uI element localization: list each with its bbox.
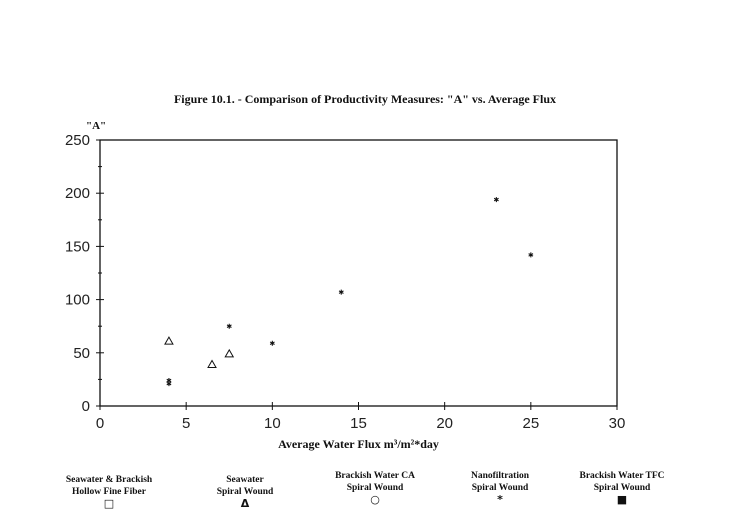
triangle-point	[207, 359, 217, 369]
asterisk-point	[226, 323, 232, 329]
asterisk-point	[493, 197, 499, 203]
legend-label: Spiral Wound	[593, 483, 651, 493]
legend-item-brackish-ca: Brackish Water CA Spiral Wound ○	[316, 470, 434, 506]
asterisk-point	[338, 289, 344, 295]
legend-label: Hollow Fine Fiber	[72, 487, 146, 497]
x-tick-label: 15	[350, 415, 367, 432]
x-tick-label: 0	[96, 415, 104, 432]
triangle-point	[224, 348, 235, 358]
legend-item-nanofiltration: Nanofiltration Spiral Wound *	[441, 470, 559, 506]
triangle-point	[164, 336, 174, 345]
y-axis-label: "A"	[86, 120, 107, 132]
y-tick-label: 0	[82, 398, 90, 415]
chart-title: Figure 10.1. - Comparison of Productivit…	[173, 92, 557, 106]
plot-frame	[99, 139, 618, 407]
asterisk-point	[166, 377, 172, 383]
asterisk-marker-icon: *	[497, 493, 503, 506]
legend-item-brackish-tfc: Brackish Water TFC Spiral Wound ■	[563, 470, 681, 506]
y-tick-label: 200	[65, 185, 90, 202]
x-tick-label: 10	[264, 415, 281, 432]
legend-item-seawater-spiral: Seawater Spiral Wound Δ	[186, 474, 304, 510]
legend-label: Seawater & Brackish	[65, 475, 153, 485]
y-tick-label: 50	[73, 345, 90, 362]
x-tick-label: 30	[609, 415, 626, 432]
legend-label: Seawater	[226, 475, 264, 485]
square-marker-icon: □	[103, 497, 115, 510]
legend-label: Spiral Wound	[216, 487, 274, 497]
legend-item-hollow-fine-fiber: Seawater & Brackish Hollow Fine Fiber □	[50, 474, 168, 510]
x-tick-label: 5	[182, 415, 190, 432]
triangle-marker-icon: Δ	[240, 497, 250, 510]
filled-square-marker-icon: ■	[616, 493, 628, 506]
asterisk-point	[269, 340, 275, 346]
x-axis-label: Average Water Flux m³/m²*day	[278, 437, 439, 451]
legend-label: Brackish Water CA	[335, 471, 415, 481]
x-tick-label: 20	[436, 415, 453, 432]
legend-label: Brackish Water TFC	[579, 471, 665, 481]
legend-label: Spiral Wound	[346, 483, 404, 493]
legend-label: Spiral Wound	[471, 483, 529, 493]
y-tick-label: 250	[65, 132, 90, 149]
x-tick-label: 25	[522, 415, 539, 432]
asterisk-point	[528, 252, 534, 258]
y-tick-label: 100	[65, 292, 90, 309]
legend-label: Nanofiltration	[470, 471, 530, 481]
y-tick-label: 150	[65, 238, 90, 255]
circle-marker-icon: ○	[370, 493, 380, 506]
